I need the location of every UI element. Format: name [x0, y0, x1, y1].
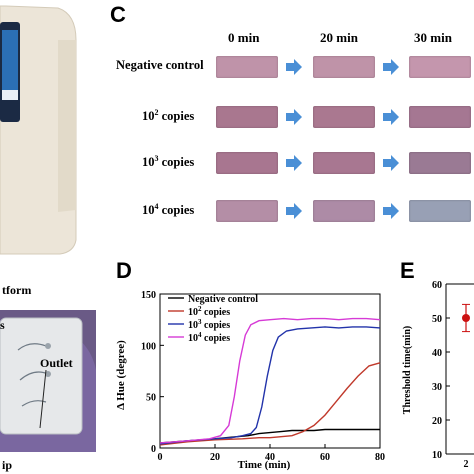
- color-square: [313, 106, 375, 128]
- row-label-tail: copies: [158, 155, 195, 170]
- time-20: 20 min: [320, 30, 358, 45]
- row-label-main: 10: [142, 203, 155, 218]
- legend-label: 104 copies: [188, 331, 230, 344]
- time-30: 30 min: [414, 30, 452, 45]
- row-label-sup: 3: [154, 154, 159, 163]
- arrow-right-icon: [286, 59, 302, 75]
- device-photo: [0, 0, 96, 258]
- arrow-right-icon: [383, 109, 399, 125]
- y-tick-label: 50: [146, 393, 156, 404]
- panel-e-letter: E: [400, 258, 415, 283]
- color-square: [409, 152, 471, 174]
- y-tick-label: 150: [141, 290, 156, 301]
- x-axis-label: Time (min): [238, 459, 291, 471]
- row-label-tail: copies: [158, 203, 195, 218]
- chip-photo: [0, 310, 96, 452]
- arrow-layer: [286, 59, 399, 219]
- y-axis-label: Threshold time(min): [402, 326, 413, 414]
- x-tick-label: 20: [210, 452, 220, 463]
- color-square: [313, 152, 375, 174]
- row-label-1e4: 104 copies: [142, 202, 194, 218]
- left-caption-top: tform: [2, 283, 32, 297]
- x-tick-label: 0: [158, 452, 163, 463]
- row-label-negative: Negative control: [116, 58, 204, 73]
- row-label-tail: copies: [158, 109, 195, 124]
- row-label-sup: 4: [154, 202, 159, 211]
- time-0: 0 min: [228, 30, 260, 45]
- x-tick-label: 80: [375, 452, 385, 463]
- color-square: [216, 106, 278, 128]
- outlet-label: Outlet: [40, 356, 73, 370]
- row-label-1e3: 103 copies: [142, 154, 194, 170]
- arrow-right-icon: [286, 155, 302, 171]
- scatter-chart: 10 20 30 40 50 60 2 Threshold time(min): [402, 280, 474, 470]
- row-label-1e2: 102 copies: [142, 108, 194, 124]
- row-label-main: Negative control: [116, 58, 204, 72]
- x-tick-label: 60: [320, 452, 330, 463]
- color-square: [216, 152, 278, 174]
- legend-label: 102 copies: [188, 305, 230, 318]
- legend-label: Negative control: [188, 294, 258, 305]
- series-line-1: [159, 362, 381, 446]
- y-tick-label: 30: [432, 382, 442, 393]
- color-square: [409, 200, 471, 222]
- color-square: [313, 200, 375, 222]
- arrow-right-icon: [286, 109, 302, 125]
- arrow-right-icon: [383, 155, 399, 171]
- y-tick-label: 10: [432, 450, 442, 461]
- x-tick-label: 2: [464, 459, 469, 470]
- device-illustration: [0, 0, 96, 258]
- row-label-main: 10: [142, 109, 155, 124]
- series-line-3: [159, 317, 381, 444]
- y-tick-label: 60: [432, 280, 442, 291]
- y-tick-label: 50: [432, 314, 442, 325]
- legend-label: 103 copies: [188, 318, 230, 331]
- row-label-sup: 2: [154, 108, 159, 117]
- y-tick-label: 20: [432, 416, 442, 427]
- color-square: [409, 56, 471, 78]
- color-square: [409, 106, 471, 128]
- arrow-right-icon: [286, 203, 302, 219]
- panel-d-letter: D: [116, 258, 132, 283]
- panel-c-letter: C: [110, 2, 126, 27]
- arrow-right-icon: [383, 59, 399, 75]
- left-s-label: s: [0, 318, 5, 332]
- left-caption-bottom: ip: [2, 458, 13, 472]
- color-square: [216, 56, 278, 78]
- x-tick-label: 40: [265, 452, 275, 463]
- series-line-2: [159, 326, 381, 445]
- y-tick-label: 40: [432, 348, 442, 359]
- data-point: [462, 314, 470, 322]
- color-square: [313, 56, 375, 78]
- y-tick-label: 100: [141, 341, 156, 352]
- row-label-main: 10: [142, 155, 155, 170]
- y-tick-label: 0: [151, 444, 156, 455]
- chip-illustration: [0, 310, 96, 452]
- arrow-right-icon: [383, 203, 399, 219]
- y-axis-label: Δ Hue (degree): [115, 340, 127, 410]
- color-square: [216, 200, 278, 222]
